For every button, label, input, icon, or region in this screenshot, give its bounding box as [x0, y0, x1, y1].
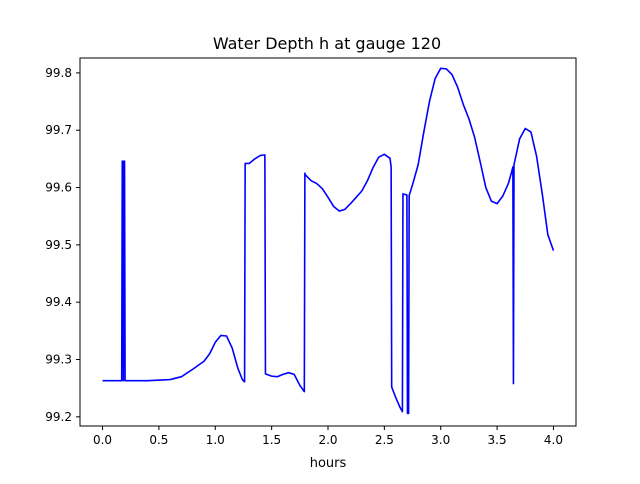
y-tick-label: 99.5	[45, 238, 72, 252]
y-tick-label: 99.2	[45, 410, 72, 424]
x-tick-label: 4.0	[544, 433, 563, 447]
x-tick-label: 1.0	[206, 433, 225, 447]
x-tick-label: 0.5	[149, 433, 168, 447]
plot-area	[102, 67, 555, 415]
y-tick-label: 99.8	[45, 66, 72, 80]
series-line-0	[102, 67, 555, 415]
x-tick-label: 2.0	[318, 433, 337, 447]
y-tick-label: 99.4	[45, 295, 72, 309]
y-axis-ticks: 99.2 99.3 99.4 99.5 99.6 99.7 99.8	[45, 66, 80, 424]
chart-title: Water Depth h at gauge 120	[213, 34, 441, 53]
y-tick-label: 99.3	[45, 353, 72, 367]
y-tick-label: 99.6	[45, 181, 72, 195]
x-tick-label: 2.5	[375, 433, 394, 447]
x-axis-ticks: 0.0 0.5 1.0 1.5 2.0 2.5 3.0 3.5 4.0	[93, 426, 563, 447]
x-tick-label: 3.5	[488, 433, 507, 447]
x-tick-label: 0.0	[93, 433, 112, 447]
x-tick-label: 1.5	[262, 433, 281, 447]
y-tick-label: 99.7	[45, 123, 72, 137]
x-axis-label: hours	[310, 456, 347, 471]
x-tick-label: 3.0	[431, 433, 450, 447]
plot-frame	[79, 57, 577, 427]
